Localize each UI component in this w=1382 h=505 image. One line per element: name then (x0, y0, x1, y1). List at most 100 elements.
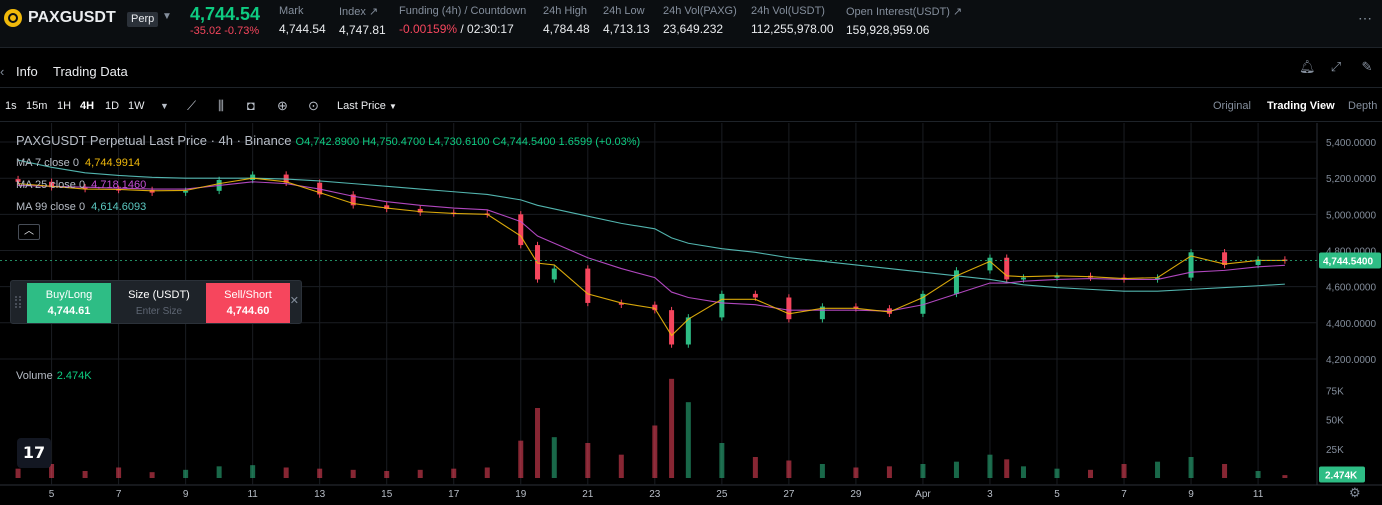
time-tick-label: 9 (1188, 489, 1194, 500)
view-original[interactable]: Original (1213, 100, 1251, 112)
bell-icon[interactable]: 🔔︎ (1299, 59, 1316, 74)
legend-ma99[interactable]: MA 99 close 0 4,614.6093 (16, 201, 146, 213)
candle-body (1004, 257, 1010, 280)
timeframe-15m[interactable]: 15m (26, 100, 48, 112)
candle-body (819, 306, 825, 320)
size-label: Size (USDT) (128, 289, 190, 301)
price-chart[interactable]: 5,400.0000 5,200.0000 5,000.0000 4,800.0000… (0, 123, 1382, 505)
price-type-select[interactable]: Last Price ▼ (337, 100, 397, 112)
legend-title-text: PAXGUSDT Perpetual Last Price · 4h · Bin… (16, 133, 292, 148)
candle-body (518, 214, 524, 246)
volume-bar (669, 378, 675, 478)
volume-bar (350, 469, 356, 478)
current-price-label: 4,744.5400 (1323, 257, 1373, 268)
volume-bar (1188, 457, 1194, 478)
candle-body (618, 302, 624, 305)
candle-body (551, 268, 557, 280)
expand-icon[interactable]: ⤢ (1330, 59, 1342, 74)
camera-icon[interactable]: ◘ (247, 98, 255, 113)
timeframe-1w[interactable]: 1W (128, 100, 145, 112)
volume-bar (819, 464, 825, 478)
candle-body (1054, 275, 1060, 278)
tab-trading-data[interactable]: Trading Data (53, 64, 128, 79)
candle-body (652, 304, 658, 311)
ma25-value: 4,718.1460 (91, 179, 147, 191)
timeframe-4h[interactable]: 4H (80, 100, 95, 112)
candle-body (685, 317, 691, 345)
stat-label: Open Interest(USDT) ↗ (846, 6, 963, 18)
price-tick-label: 4,400.0000 (1326, 319, 1376, 330)
settings-icon[interactable]: ⊙ (308, 98, 319, 113)
candle-body (920, 293, 926, 314)
volume-bar (786, 460, 792, 478)
stat-24h-low: 24h Low 4,713.13 (603, 5, 650, 36)
chart-settings-icon[interactable]: ⚙ (1349, 485, 1361, 500)
timeframe-1d[interactable]: 1D (105, 100, 120, 112)
volume-bar (685, 402, 691, 478)
timeframe-1h[interactable]: 1H (57, 100, 72, 112)
chevron-down-icon[interactable]: ▼ (162, 11, 172, 22)
ma7-line (18, 177, 1285, 337)
buy-long-button[interactable]: Buy/Long 4,744.61 (27, 283, 111, 323)
volume-bar (1054, 468, 1060, 478)
volume-tick-label: 75K (1326, 387, 1344, 398)
legend-ma7[interactable]: MA 7 close 0 4,744.9914 (16, 157, 140, 169)
time-tick-label: 23 (649, 489, 661, 500)
time-tick-label: 7 (116, 489, 122, 500)
volume-bar (1121, 464, 1127, 478)
view-trading-view[interactable]: Trading View (1267, 100, 1335, 112)
time-tick-label: 19 (515, 489, 527, 500)
add-indicator-icon[interactable]: ⊕ (277, 98, 288, 113)
timeframe-dropdown-icon[interactable]: ▼ (160, 101, 169, 111)
candle-body (1188, 252, 1194, 278)
volume-value: 2.474K (56, 370, 92, 382)
volume-bar (183, 469, 189, 478)
time-tick-label: 11 (1253, 489, 1264, 500)
time-tick-label: 25 (716, 489, 728, 500)
time-tick-label: 13 (314, 489, 326, 500)
chart-toolbar: 1s 15m 1H 4H 1D 1W ▼ ⟋ ⫼ ◘ ⊕ ⊙ Last Pric… (0, 88, 1382, 122)
candle-type-icon[interactable]: ⫼ (218, 98, 224, 113)
volume-bar (116, 467, 122, 478)
ma25-label: MA 25 close 0 (16, 179, 86, 191)
stat-label: Index ↗ (339, 6, 379, 18)
view-depth[interactable]: Depth (1348, 100, 1378, 112)
more-icon[interactable]: ⋯ (1358, 10, 1372, 26)
legend-ma25[interactable]: MA 25 close 0 4,718.1460 (16, 179, 146, 191)
volume-bar (317, 468, 323, 478)
ma7-label: MA 7 close 0 (16, 157, 79, 169)
volume-bar (987, 454, 993, 478)
price-tick-label: 5,000.0000 (1326, 210, 1376, 221)
volume-bar (953, 461, 959, 478)
stat-value: 4,744.54 (279, 22, 326, 36)
stat-index[interactable]: Index ↗ 4,747.81 (339, 5, 386, 37)
timeframe-1s[interactable]: 1s (5, 100, 17, 112)
tab-prev-chevron-icon[interactable]: ‹ (0, 64, 5, 79)
volume-legend[interactable]: Volume 2.474K (16, 370, 92, 382)
tradingview-logo-icon[interactable]: 17 (17, 438, 51, 468)
collapse-legend-button[interactable]: ︿ (18, 224, 40, 240)
stat-funding: Funding (4h) / Countdown -0.00159% / 02:… (399, 5, 526, 36)
size-input[interactable]: Size (USDT) Enter Size (115, 283, 203, 323)
stat-open-interest[interactable]: Open Interest(USDT) ↗ 159,928,959.06 (846, 5, 962, 37)
stat-value: 4,747.81 (339, 23, 386, 37)
drag-handle-icon[interactable] (15, 296, 21, 308)
tab-info[interactable]: Info (16, 64, 38, 79)
edit-icon[interactable]: ✎ (1361, 59, 1373, 74)
candle-body (752, 293, 758, 298)
volume-bar (618, 454, 624, 478)
symbol-name[interactable]: PAXGUSDT (28, 9, 116, 26)
ma99-line (17, 159, 1285, 292)
candle-body (719, 293, 725, 318)
volume-bar (652, 425, 658, 478)
stat-label: 24h High (543, 5, 588, 17)
indicator-line-icon[interactable]: ⟋ (187, 98, 197, 113)
volume-bar (216, 466, 222, 478)
price-tick-label: 5,400.0000 (1326, 138, 1376, 149)
ma99-value: 4,614.6093 (91, 201, 147, 213)
stat-mark: Mark 4,744.54 (279, 5, 326, 36)
current-volume-tag (1319, 466, 1365, 483)
close-icon[interactable]: ✕ (289, 295, 299, 307)
sell-short-button[interactable]: Sell/Short 4,744.60 (206, 283, 290, 323)
stat-value: 4,784.48 (543, 22, 590, 36)
